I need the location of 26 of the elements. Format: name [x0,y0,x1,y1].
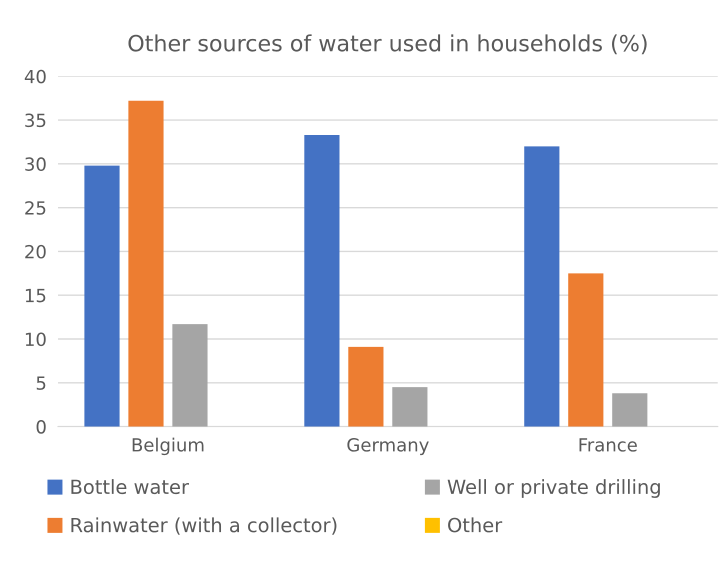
x-tick-label: Germany [347,438,429,456]
legend-label: Bottle water [71,479,189,494]
bar [128,100,164,427]
y-tick-label: 15 [26,288,46,302]
y-tick-label: 5 [36,376,46,390]
y-tick-label: 25 [25,201,46,215]
bar [524,146,560,427]
legend-label: Rainwater (with a collector) [71,517,336,535]
y-tick-label: 0 [36,420,46,434]
bar [348,346,384,427]
bar [304,134,340,427]
bar [84,166,120,427]
bar [392,387,428,427]
y-tick-label: 30 [25,157,46,171]
bar [568,273,604,427]
x-tick-label: Belgium [132,438,204,456]
y-tick-label: 40 [24,70,46,84]
bar [612,393,648,427]
y-tick-label: 20 [25,244,46,259]
bar [172,324,208,427]
y-tick-label: 35 [25,114,46,128]
y-tick-label: 10 [26,332,46,346]
chart-title: Other sources of water used in households (%) [128,34,647,54]
legend-label: Other [448,517,502,532]
x-tick-label: France [580,438,637,452]
legend-label: Well or private drilling [448,479,660,498]
